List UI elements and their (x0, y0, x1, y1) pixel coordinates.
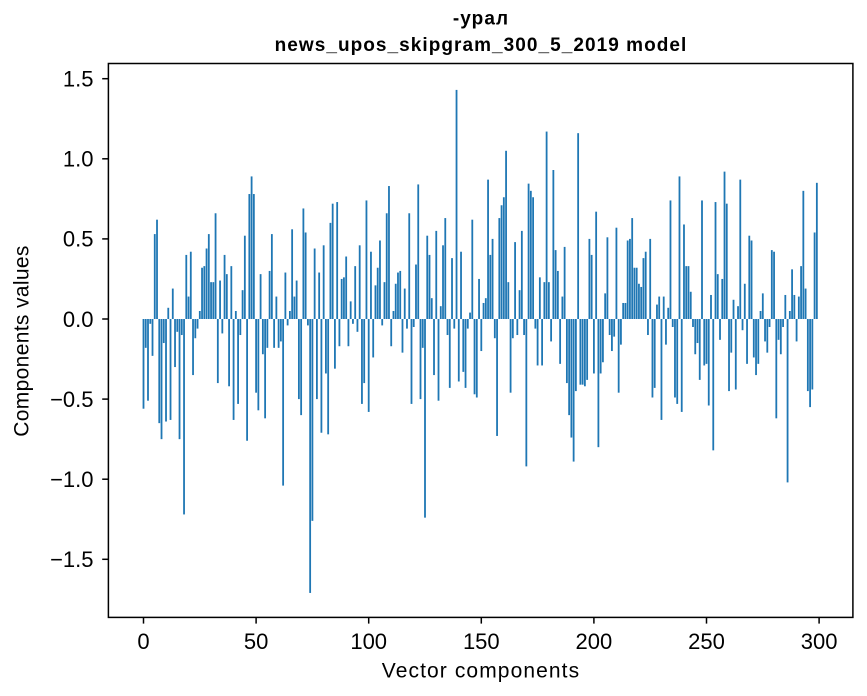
svg-text:0.5: 0.5 (63, 227, 94, 252)
svg-text:−1.5: −1.5 (50, 547, 93, 572)
svg-text:Vector components: Vector components (382, 660, 580, 683)
svg-text:1.5: 1.5 (63, 67, 94, 92)
svg-text:300: 300 (801, 629, 838, 654)
svg-text:-урал: -урал (453, 9, 509, 30)
svg-text:250: 250 (688, 629, 725, 654)
svg-text:Components values: Components values (11, 245, 34, 437)
svg-text:150: 150 (463, 629, 500, 654)
svg-text:−1.0: −1.0 (50, 467, 93, 492)
svg-text:1.0: 1.0 (63, 147, 94, 172)
svg-text:−0.5: −0.5 (50, 387, 93, 412)
svg-text:200: 200 (576, 629, 613, 654)
svg-text:50: 50 (244, 629, 268, 654)
svg-text:news_upos_skipgram_300_5_2019: news_upos_skipgram_300_5_2019 model (275, 35, 688, 56)
svg-text:100: 100 (350, 629, 387, 654)
svg-text:0.0: 0.0 (63, 307, 94, 332)
svg-text:0: 0 (137, 629, 149, 654)
